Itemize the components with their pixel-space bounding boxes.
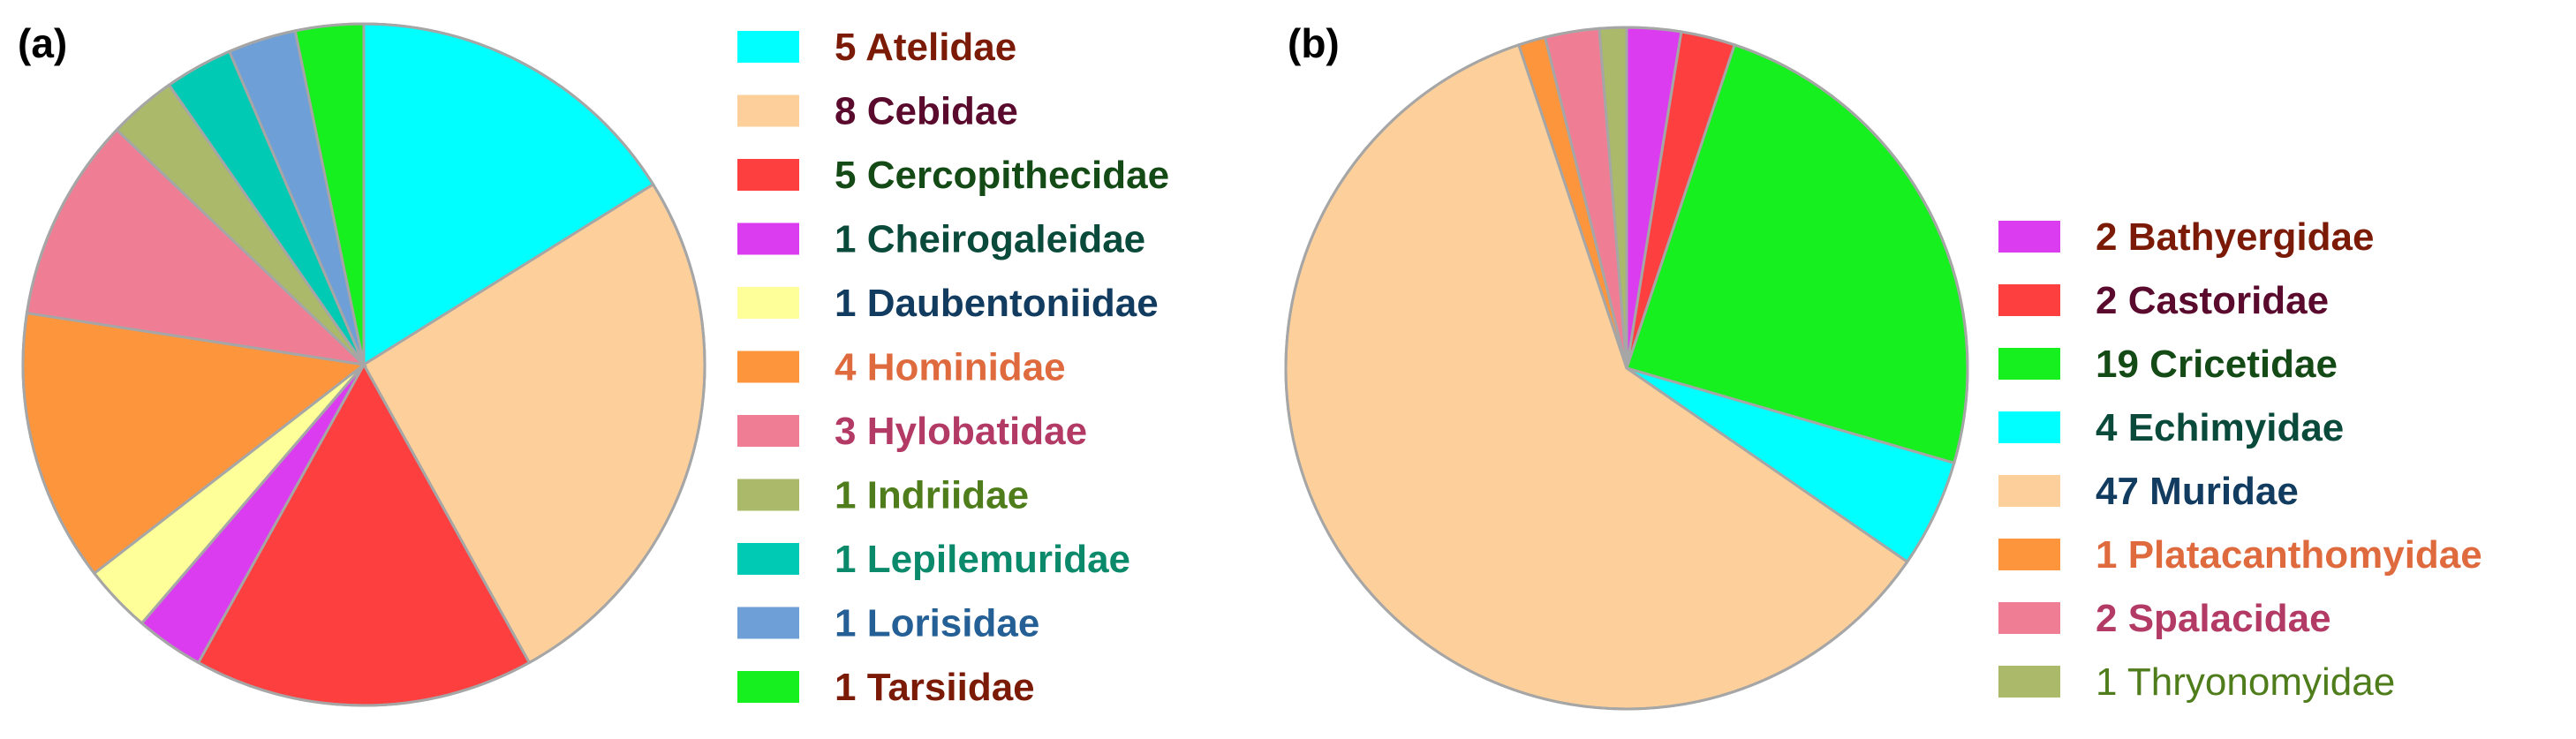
panel-a-legend-count-hylobatidae: 3 [835, 410, 856, 453]
panel-b-legend-name-echimyidae: Echimyidae [2117, 406, 2344, 449]
panel-b-legend-label-thryonomyidae: 1 Thryonomyidae [2096, 660, 2395, 704]
panel-a-legend-label-indriidae: 1 Indriidae [835, 474, 1029, 517]
panel-b-legend-swatch-thryonomyidae [1998, 666, 2060, 698]
panel-a-legend-label-tarsiidae: 1 Tarsiidae [835, 666, 1035, 709]
panel-a-legend-name-lepilemuridae: Lepilemuridae [856, 538, 1130, 581]
panel-a-legend-swatch-lepilemuridae [737, 543, 799, 575]
panel-a-legend-count-tarsiidae: 1 [835, 666, 856, 709]
panel-b-legend-name-bathyergidae: Bathyergidae [2117, 215, 2374, 259]
panel-b-legend-label-echimyidae: 4 Echimyidae [2096, 406, 2344, 449]
panel-b-legend-name-thryonomyidae: Thryonomyidae [2117, 660, 2395, 704]
panel-a-legend-count-indriidae: 1 [835, 474, 856, 517]
panel-a-legend-label-hominidae: 4 Hominidae [835, 346, 1066, 389]
panel-a-slices [21, 22, 706, 707]
panel-a-legend-name-lorisidae: Lorisidae [856, 602, 1039, 645]
panel-a-legend-label-lepilemuridae: 1 Lepilemuridae [835, 538, 1130, 581]
panel-a-legend-label-daubentoniidae: 1 Daubentoniidae [835, 282, 1159, 325]
panel-a-legend-count-cheirogaleidae: 1 [835, 218, 856, 261]
panel-a-legend-name-indriidae: Indriidae [856, 474, 1029, 517]
panel-b-legend-swatch-spalacidae [1998, 602, 2060, 634]
panel-b-legend-name-spalacidae: Spalacidae [2117, 597, 2330, 640]
panel-a-legend-swatch-lorisidae [737, 607, 799, 639]
panel-a-legend-swatch-indriidae [737, 479, 799, 511]
panel-a-legend-swatch-hominidae [737, 351, 799, 383]
panel-a-legend-swatch-tarsiidae [737, 671, 799, 703]
panel-b-legend-count-thryonomyidae: 1 [2096, 660, 2117, 704]
panel-b-legend-count-spalacidae: 2 [2096, 597, 2117, 640]
panel-a-legend-count-daubentoniidae: 1 [835, 282, 856, 325]
panel-b-legend-name-platacanthomyidae: Platacanthomyidae [2117, 533, 2482, 577]
panel-a-legend-name-cebidae: Cebidae [856, 90, 1017, 133]
panel-a-legend-count-cercopithecidae: 5 [835, 154, 856, 197]
panel-b-label: (b) [1288, 20, 1340, 66]
panel-b-legend-swatch-castoridae [1998, 284, 2060, 316]
panel-a-legend-label-cheirogaleidae: 1 Cheirogaleidae [835, 218, 1145, 261]
panel-a-legend-count-atelidae: 5 [835, 26, 856, 69]
panel-a-legend-name-hominidae: Hominidae [856, 346, 1065, 389]
panel-b-legend-label-spalacidae: 2 Spalacidae [2096, 597, 2331, 640]
panel-a-label: (a) [18, 20, 67, 66]
panel-b-legend-count-echimyidae: 4 [2096, 406, 2118, 449]
panel-a-legend-swatch-cheirogaleidae [737, 222, 799, 255]
panel-b-legend-count-bathyergidae: 2 [2096, 215, 2117, 259]
panel-b-legend-label-castoridae: 2 Castoridae [2096, 279, 2329, 322]
panel-a-legend-label-lorisidae: 1 Lorisidae [835, 602, 1039, 645]
panel-b-legend-swatch-cricetidae [1998, 348, 2060, 380]
panel-b-legend-count-platacanthomyidae: 1 [2096, 533, 2117, 577]
panel-a-legend-count-cebidae: 8 [835, 90, 856, 133]
panel-a-legend-swatch-cercopithecidae [737, 159, 799, 191]
panel-a-legend-swatch-daubentoniidae [737, 287, 799, 319]
panel-a-legend-name-atelidae: Atelidae [856, 26, 1016, 69]
panel-a-legend-count-lepilemuridae: 1 [835, 538, 856, 581]
panel-a-legend-swatch-cebidae [737, 94, 799, 127]
panel-a-legend-label-cercopithecidae: 5 Cercopithecidae [835, 154, 1169, 197]
panel-a-legend-count-lorisidae: 1 [835, 602, 856, 645]
panel-b-legend-count-muridae: 47 [2096, 470, 2139, 513]
panel-a-legend-label-hylobatidae: 3 Hylobatidae [835, 410, 1087, 453]
panel-a-legend-label-cebidae: 8 Cebidae [835, 90, 1018, 133]
panel-a-legend-name-daubentoniidae: Daubentoniidae [856, 282, 1158, 325]
panel-b-legend-count-cricetidae: 19 [2096, 343, 2139, 386]
panel-a-legend-name-cheirogaleidae: Cheirogaleidae [856, 218, 1145, 261]
panel-b-legend-name-castoridae: Castoridae [2117, 279, 2329, 322]
panel-a-legend-swatch-atelidae [737, 31, 799, 63]
panel-b-legend-count-castoridae: 2 [2096, 279, 2117, 322]
panel-a-legend-label-atelidae: 5 Atelidae [835, 26, 1016, 69]
panel-b-legend-swatch-muridae [1998, 475, 2060, 507]
panel-a-legend-count-hominidae: 4 [835, 346, 857, 389]
panel-b-pie-outline [1284, 26, 1969, 711]
panel-a-legend-name-cercopithecidae: Cercopithecidae [856, 154, 1169, 197]
panel-b-legend-name-cricetidae: Cricetidae [2139, 343, 2338, 386]
panel-b-slices [1284, 26, 1969, 711]
panel-a-legend-name-hylobatidae: Hylobatidae [856, 410, 1087, 453]
panel-b-legend-label-platacanthomyidae: 1 Platacanthomyidae [2096, 533, 2482, 577]
panel-b-legend-label-bathyergidae: 2 Bathyergidae [2096, 215, 2374, 259]
panel-a-pie-outline [21, 22, 706, 707]
panel-b-legend-swatch-platacanthomyidae [1998, 539, 2060, 570]
panel-b-legend-label-cricetidae: 19 Cricetidae [2096, 343, 2338, 386]
panel-a-legend-name-tarsiidae: Tarsiidae [856, 666, 1034, 709]
panel-b-legend-name-muridae: Muridae [2139, 470, 2299, 513]
panel-a-legend-swatch-hylobatidae [737, 415, 799, 447]
panel-b-legend-swatch-bathyergidae [1998, 221, 2060, 253]
panel-b-legend-label-muridae: 47 Muridae [2096, 470, 2299, 513]
panel-b-legend-swatch-echimyidae [1998, 411, 2060, 443]
